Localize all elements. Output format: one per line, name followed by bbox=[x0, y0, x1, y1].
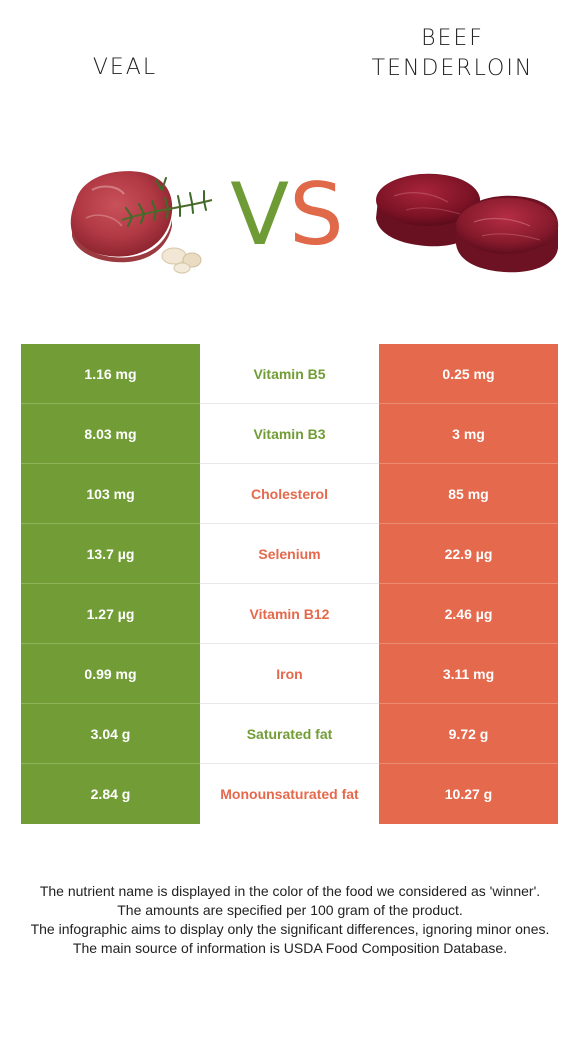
table-row: 0.99 mg Iron 3.11 mg bbox=[21, 644, 558, 704]
table-row: 13.7 µg Selenium 22.9 µg bbox=[21, 524, 558, 584]
beef-tenderloin-value: 3 mg bbox=[379, 404, 558, 464]
footer-line-1: The nutrient name is displayed in the co… bbox=[39, 883, 541, 899]
vs-label: VS bbox=[222, 165, 352, 265]
nutrient-name: Saturated fat bbox=[200, 704, 379, 764]
table-row: 1.16 mg Vitamin B5 0.25 mg bbox=[21, 344, 558, 404]
veal-value: 8.03 mg bbox=[21, 404, 200, 464]
vs-s: S bbox=[289, 165, 344, 265]
nutrient-name: Iron bbox=[200, 644, 379, 704]
nutrient-name: Cholesterol bbox=[200, 464, 379, 524]
right-food-title: BEEF TENDERLOIN bbox=[345, 24, 560, 84]
beef-tenderloin-value: 2.46 µg bbox=[379, 584, 558, 644]
table-row: 8.03 mg Vitamin B3 3 mg bbox=[21, 404, 558, 464]
table-row: 1.27 µg Vitamin B12 2.46 µg bbox=[21, 584, 558, 644]
table-row: 103 mg Cholesterol 85 mg bbox=[21, 464, 558, 524]
veal-image bbox=[70, 171, 213, 274]
right-food-title-line1: BEEF bbox=[421, 26, 484, 51]
beef-tenderloin-value: 3.11 mg bbox=[379, 644, 558, 704]
nutrient-name: Vitamin B12 bbox=[200, 584, 379, 644]
beef-tenderloin-value: 0.25 mg bbox=[379, 344, 558, 404]
nutrient-name: Vitamin B5 bbox=[200, 344, 379, 404]
veal-value: 1.16 mg bbox=[21, 344, 200, 404]
veal-value: 1.27 µg bbox=[21, 584, 200, 644]
footer-line-3: The infographic aims to display only the… bbox=[30, 921, 550, 937]
beef-tenderloin-value: 22.9 µg bbox=[379, 524, 558, 584]
veal-value: 13.7 µg bbox=[21, 524, 200, 584]
beef-tenderloin-value: 9.72 g bbox=[379, 704, 558, 764]
nutrient-name: Vitamin B3 bbox=[200, 404, 379, 464]
table-row: 2.84 g Monounsaturated fat 10.27 g bbox=[21, 764, 558, 824]
comparison-table: 1.16 mg Vitamin B5 0.25 mg 8.03 mg Vitamin B… bbox=[21, 344, 558, 824]
veal-value: 103 mg bbox=[21, 464, 200, 524]
veal-value: 0.99 mg bbox=[21, 644, 200, 704]
footer-line-2: The amounts are specified per 100 gram o… bbox=[117, 902, 463, 918]
veal-value: 2.84 g bbox=[21, 764, 200, 824]
table-row: 3.04 g Saturated fat 9.72 g bbox=[21, 704, 558, 764]
veal-value: 3.04 g bbox=[21, 704, 200, 764]
beef-tenderloin-value: 10.27 g bbox=[379, 764, 558, 824]
footer-line-4: The main source of information is USDA F… bbox=[72, 940, 508, 956]
nutrient-name: Monounsaturated fat bbox=[200, 764, 379, 824]
left-food-title: VEAL bbox=[92, 55, 158, 80]
nutrient-name: Selenium bbox=[200, 524, 379, 584]
beef-tenderloin-image bbox=[376, 173, 559, 273]
vs-v: V bbox=[230, 165, 290, 265]
footer-notes: The nutrient name is displayed in the co… bbox=[20, 882, 560, 958]
beef-tenderloin-value: 85 mg bbox=[379, 464, 558, 524]
right-food-title-line2: TENDERLOIN bbox=[371, 56, 534, 81]
